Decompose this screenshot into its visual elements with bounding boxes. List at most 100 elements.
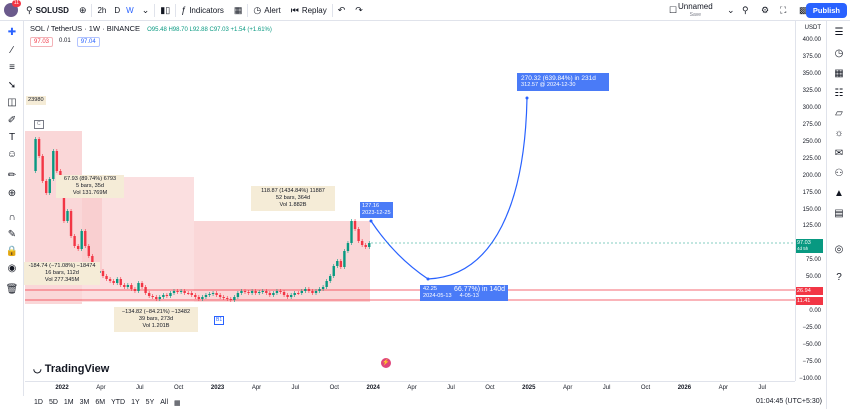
- forecast-icon[interactable]: ◫: [7, 97, 17, 108]
- data-window-icon[interactable]: ▦: [834, 68, 844, 79]
- templates-button[interactable]: ▦: [229, 0, 248, 21]
- ideas-icon[interactable]: ☼: [834, 128, 844, 139]
- candle-body: [162, 295, 165, 297]
- lock-icon[interactable]: 🔒: [5, 246, 19, 257]
- price-tick: 0.00: [809, 308, 821, 315]
- ruler-icon[interactable]: ✏: [7, 170, 17, 181]
- calendar-icon[interactable]: ▦: [174, 399, 181, 407]
- compare-button[interactable]: ⊕: [74, 0, 92, 21]
- help-icon[interactable]: ?: [836, 272, 842, 283]
- watchlist-icon[interactable]: ☰: [834, 27, 844, 38]
- pine-icon[interactable]: ⚇: [834, 168, 844, 179]
- candle-body: [233, 297, 236, 300]
- candle-body: [144, 287, 147, 293]
- box2-line2: 16 bars, 112d: [45, 270, 79, 276]
- candle-body: [282, 292, 286, 295]
- price-tick: 125.00: [802, 223, 821, 230]
- calendar-icon[interactable]: ▱: [835, 108, 843, 119]
- candle-body: [123, 285, 126, 287]
- pattern-icon[interactable]: ➘: [7, 80, 17, 91]
- eye-icon[interactable]: ◉: [7, 263, 17, 274]
- candle-body: [41, 156, 44, 181]
- time-tick: 2023: [210, 385, 225, 391]
- broadcast-icon[interactable]: ◎: [834, 244, 844, 255]
- divider: [175, 3, 177, 17]
- price-axis[interactable]: USDT 400.00 375.00 350.00 325.00 300.00 275.0…: [795, 21, 826, 382]
- alerts-icon[interactable]: ◷: [834, 48, 844, 59]
- box2-line1: -184.74 (−71.08%) −18474: [28, 263, 96, 269]
- replay-label: Replay: [301, 5, 327, 15]
- box1-line1: 67.93 (89.74%) 6793: [63, 176, 117, 182]
- time-tick: 2025: [522, 385, 536, 391]
- range-button-5y[interactable]: 5Y: [145, 399, 155, 406]
- event-icon[interactable]: ⚡: [381, 358, 391, 368]
- time-axis[interactable]: 2022 Apr Jul Oct 2023 Apr Jul Oct 2024 Apr Jul Oct 2…: [25, 381, 795, 395]
- brush-icon[interactable]: ✐: [7, 115, 17, 126]
- candle-body: [130, 285, 133, 289]
- quick-search-button[interactable]: ⚲: [738, 0, 753, 21]
- search-icon: ⚲: [742, 5, 749, 15]
- ask-price[interactable]: 97.04: [76, 37, 100, 47]
- interval-d[interactable]: D: [114, 5, 121, 15]
- publish-button[interactable]: Publish: [805, 3, 847, 18]
- redo-button[interactable]: ↷: [350, 0, 368, 21]
- settings-button[interactable]: ⚙: [757, 0, 773, 21]
- candle-body: [346, 243, 350, 251]
- layout-toggle[interactable]: ☐: [664, 0, 682, 21]
- fib-icon[interactable]: ≡: [9, 62, 15, 73]
- candle-body: [329, 276, 332, 281]
- snapshot-button[interactable]: ▩: [795, 0, 812, 21]
- layout-name[interactable]: Unnamed Save: [678, 2, 713, 20]
- magnet-icon[interactable]: ∩: [8, 212, 16, 223]
- range-button-1y[interactable]: 1Y: [131, 399, 140, 406]
- projection-point-target: [525, 96, 529, 100]
- undo-button[interactable]: ↶: [333, 0, 351, 21]
- range-button-ytd[interactable]: YTD: [111, 399, 126, 406]
- candle-body: [307, 289, 311, 291]
- time-tick: Jul: [447, 385, 455, 391]
- range-button-5d[interactable]: 5D: [48, 399, 58, 406]
- bid-price[interactable]: 97.03: [30, 37, 54, 47]
- range-button-6m[interactable]: 6M: [95, 399, 106, 406]
- symbol-search[interactable]: ⚲ SOLUSD: [21, 0, 74, 21]
- replay-button[interactable]: ⏮ Replay: [286, 0, 332, 21]
- chat-icon[interactable]: ✉: [834, 148, 844, 159]
- range-button-1d[interactable]: 1D: [34, 399, 43, 406]
- currency-label[interactable]: USDT: [804, 25, 821, 31]
- hotlists-icon[interactable]: ☷: [834, 88, 844, 99]
- low-label: 42.25 66.77%) in 140d 2024-05-13 4-05-13: [420, 285, 508, 301]
- layout-dropdown[interactable]: ⌄: [724, 0, 738, 21]
- alert-button[interactable]: ◷ Alert: [248, 0, 285, 21]
- interval-2h[interactable]: 2h: [97, 5, 107, 15]
- layers-icon[interactable]: ▤: [834, 208, 844, 219]
- trash-icon[interactable]: 🗑: [5, 284, 19, 295]
- spread-value: 0.01: [59, 38, 71, 44]
- candle-body: [321, 287, 325, 289]
- range-button-all[interactable]: All: [160, 399, 169, 406]
- candle-body: [133, 289, 137, 291]
- candle-body: [343, 251, 346, 267]
- candle-body: [80, 231, 83, 249]
- tree-icon[interactable]: ▲: [834, 188, 844, 199]
- time-tick: Jul: [291, 385, 300, 391]
- crosshair-icon[interactable]: ✚: [7, 27, 17, 38]
- indicators-label: Indicators: [189, 5, 224, 15]
- candle-body: [197, 297, 201, 299]
- range-button-3m[interactable]: 3M: [79, 399, 90, 406]
- emoji-icon[interactable]: ☺: [6, 149, 18, 160]
- chart-type-button[interactable]: ▮▯: [155, 0, 175, 21]
- trend-line-icon[interactable]: ∕: [11, 45, 13, 56]
- text-icon[interactable]: T: [8, 132, 16, 143]
- current-price-tag: 97.03 4d 5h: [796, 239, 823, 253]
- user-avatar[interactable]: 11: [4, 0, 21, 17]
- fullscreen-button[interactable]: ⛶: [776, 0, 790, 21]
- interval-w[interactable]: W: [126, 5, 134, 15]
- zoom-icon[interactable]: ⊕: [7, 188, 17, 199]
- range-button-1m[interactable]: 1M: [63, 399, 74, 406]
- stay-drawing-icon[interactable]: ✎: [7, 229, 17, 240]
- top-toolbar: 11 ⚲ SOLUSD ⊕ 2h D W ⌄ ▮▯ ƒ Indicators ▦ ◷…: [0, 0, 850, 21]
- interval-dropdown[interactable]: ⌄: [137, 0, 155, 21]
- drawing-toolbar: ✚ ∕ ≡ ➘ ◫ ✐ T ☺ ✏ ⊕ ∩ ✎ 🔒 ◉ 🗑: [0, 21, 24, 396]
- candle-body: [37, 139, 41, 156]
- indicators-button[interactable]: ƒ Indicators: [176, 0, 229, 21]
